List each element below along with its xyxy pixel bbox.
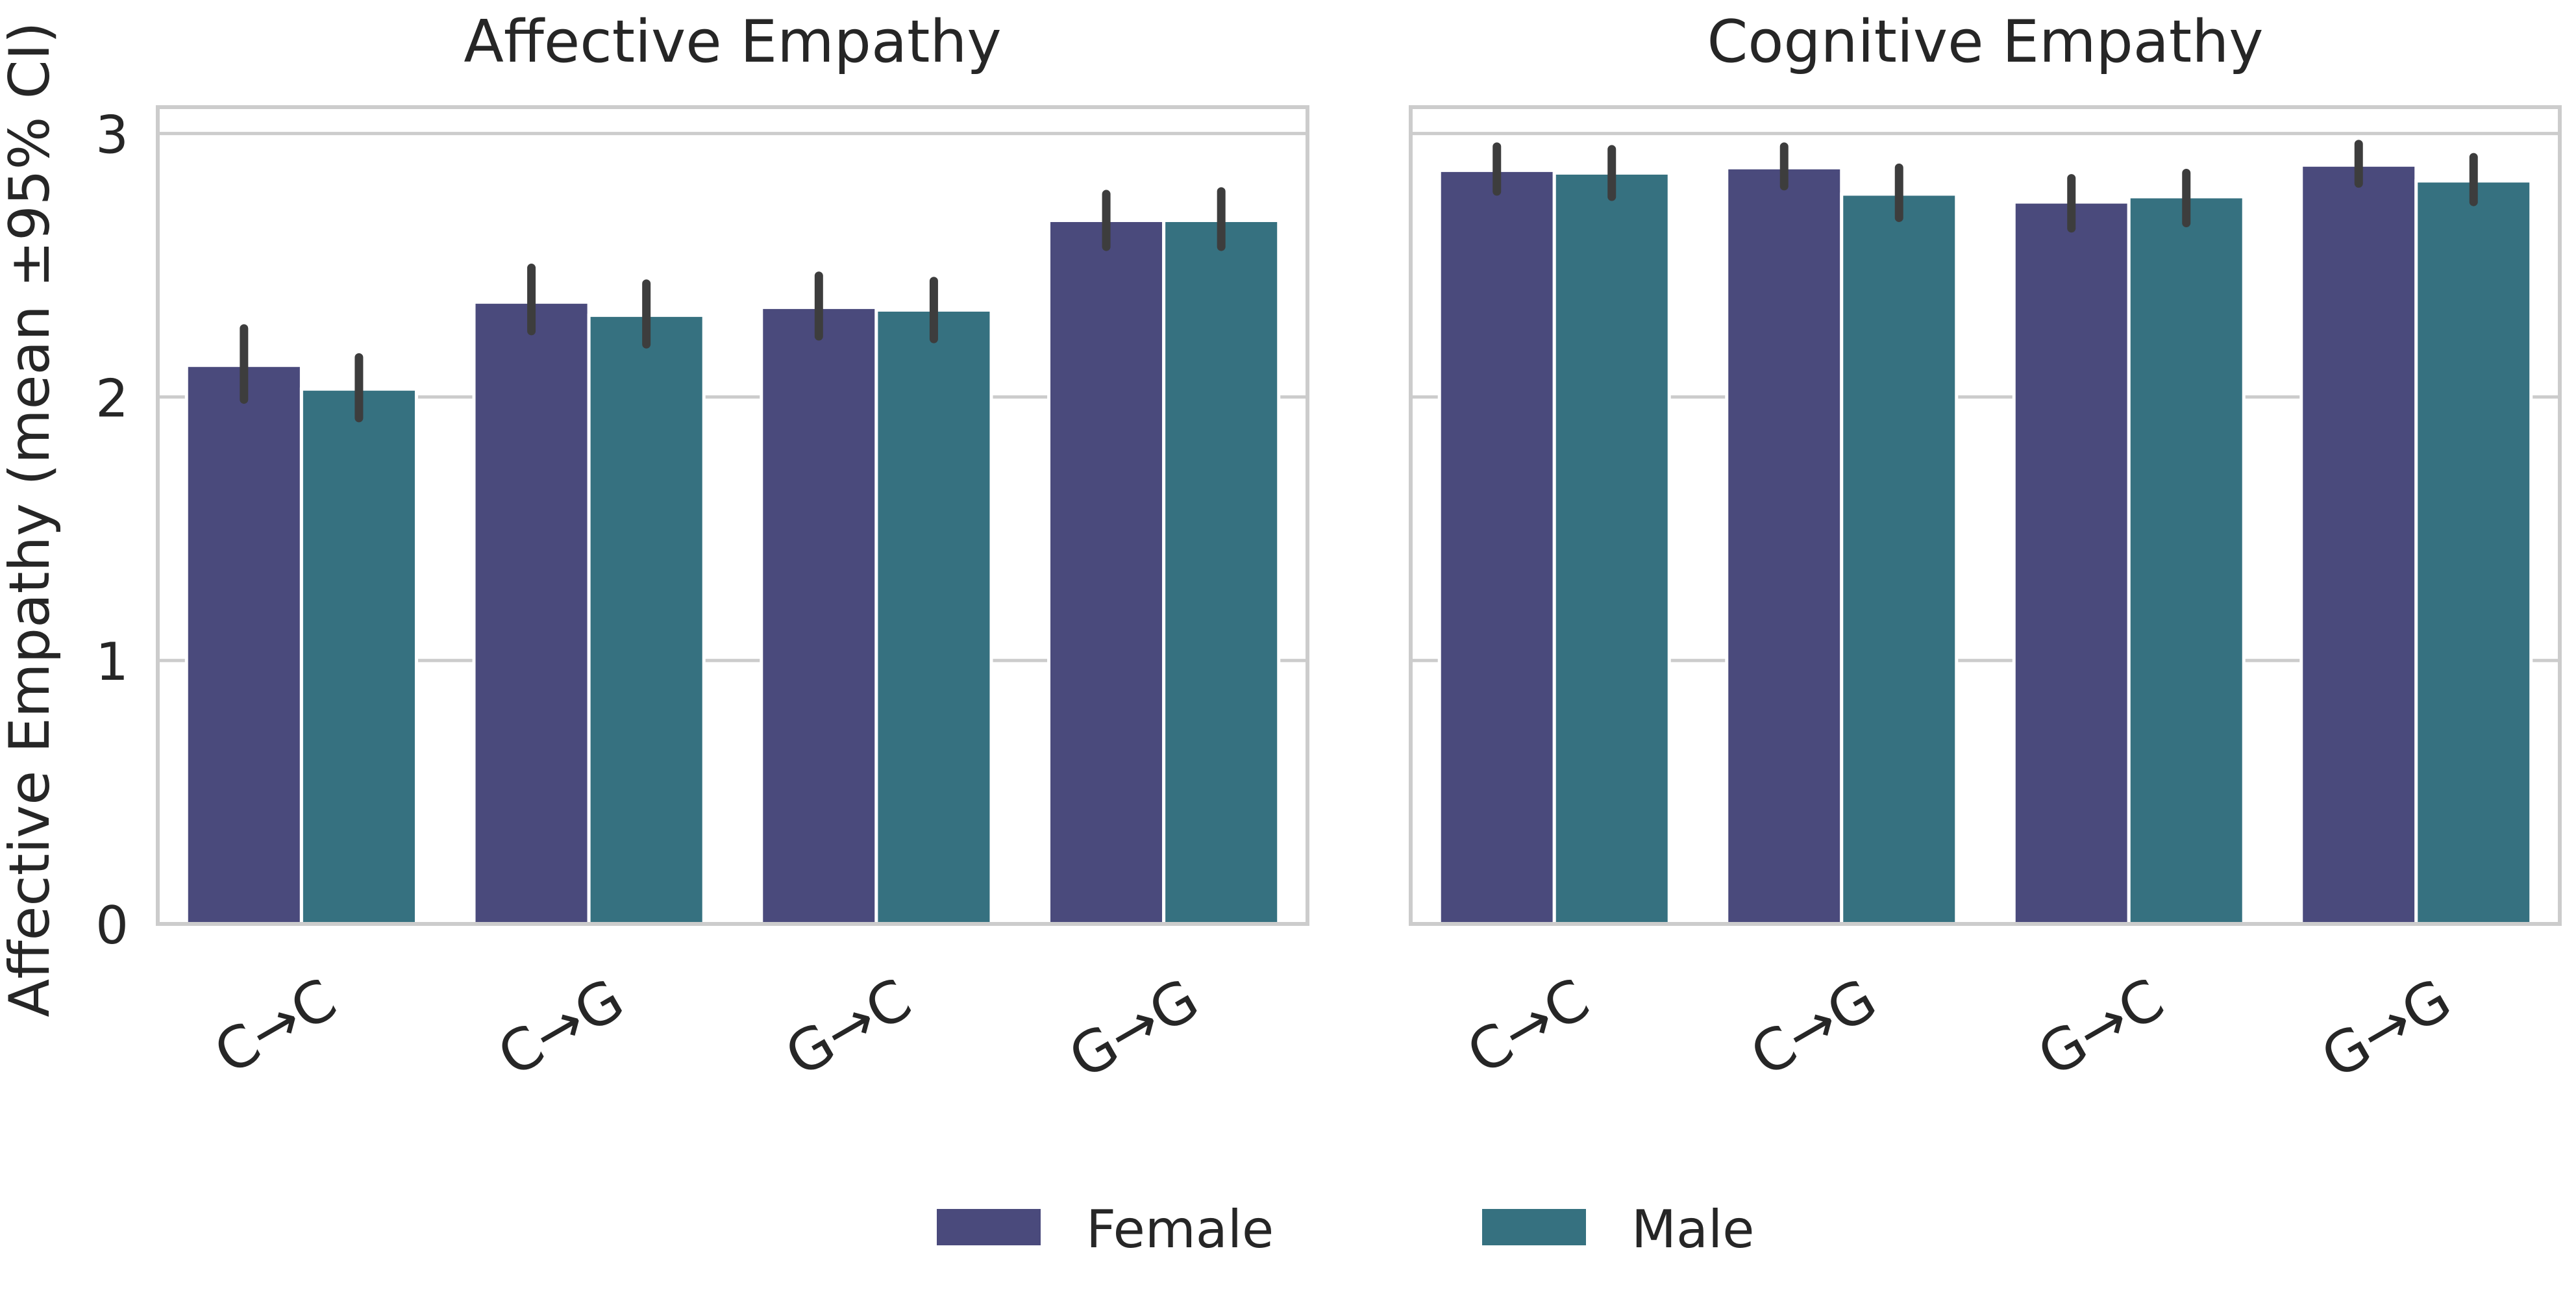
x-tick-label: C→C: [1456, 965, 1600, 1088]
bar-male: [874, 308, 993, 926]
bar-male: [1552, 171, 1671, 926]
bar-male: [2127, 195, 2246, 926]
x-tick-label: G→G: [2310, 965, 2462, 1091]
bar-female: [2012, 200, 2131, 926]
bar-male: [299, 387, 418, 926]
bar-male: [587, 314, 706, 926]
y-tick-label: 2: [95, 368, 129, 429]
panel-2: Cognitive Empathy C→C C→G G→C G→G: [1409, 8, 2562, 1091]
x-tick-label: G→C: [2027, 965, 2175, 1089]
x-tick-label: C→C: [203, 965, 347, 1088]
bar-male: [2414, 179, 2533, 926]
x-tick-label: G→C: [774, 965, 923, 1089]
panel-1: 0 1 2 3 Affective Empathy C→C C→G G→C G→G: [95, 8, 1309, 1091]
y-axis-label: Affective Empathy (mean ±95% CI): [0, 21, 62, 1017]
x-tick-label: C→G: [487, 965, 635, 1089]
bar-male: [1840, 192, 1959, 926]
legend-swatch-male: [1482, 1209, 1586, 1245]
bar-female: [760, 305, 878, 926]
legend: Female Male: [937, 1199, 1755, 1260]
y-tick-label: 3: [95, 105, 129, 166]
bar-female: [1725, 166, 1844, 926]
legend-swatch-female: [937, 1209, 1041, 1245]
plot-frame: [1409, 105, 2562, 926]
panel-title: Affective Empathy: [464, 8, 1001, 76]
bar-female: [1437, 168, 1556, 926]
x-tick-label: C→G: [1740, 965, 1888, 1089]
panel-title: Cognitive Empathy: [1707, 8, 2263, 76]
plot-frame: [156, 105, 1309, 926]
bar-female: [472, 300, 591, 926]
y-tick-label: 1: [95, 632, 129, 692]
bar-female: [1047, 218, 1166, 926]
x-tick-label: G→G: [1058, 965, 1209, 1091]
bar-female: [2299, 163, 2418, 926]
bar-male: [1162, 218, 1281, 926]
legend-label-female: Female: [1086, 1199, 1274, 1260]
bar-female: [184, 364, 303, 926]
y-tick-label: 0: [95, 895, 129, 956]
legend-label-male: Male: [1631, 1199, 1755, 1260]
